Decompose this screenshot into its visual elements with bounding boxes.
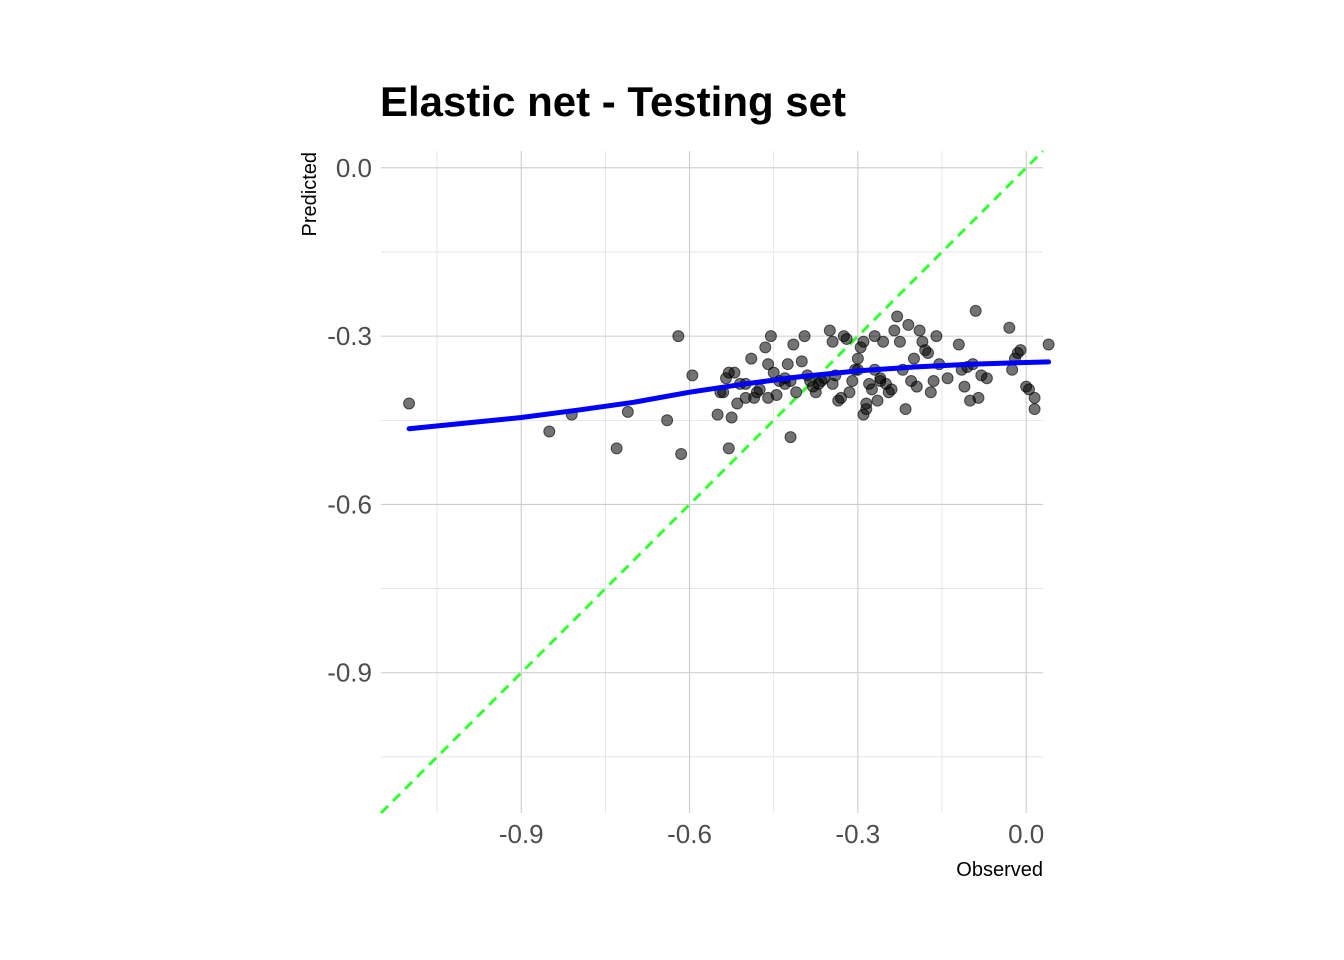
data-point <box>1042 338 1055 351</box>
data-point <box>675 447 688 460</box>
data-point <box>543 425 556 438</box>
data-point <box>843 386 856 399</box>
data-point <box>661 414 674 427</box>
data-point <box>913 324 926 337</box>
x-tick-label: -0.6 <box>667 819 712 849</box>
data-point <box>621 405 634 418</box>
reference-line-layer <box>379 149 1045 815</box>
x-tick-label: 0.0 <box>1008 819 1044 849</box>
data-point <box>745 352 758 365</box>
data-point <box>686 369 699 382</box>
data-point <box>790 386 803 399</box>
data-point <box>762 358 775 371</box>
data-point <box>857 335 870 348</box>
data-point <box>1006 363 1019 376</box>
data-point <box>930 330 943 343</box>
data-point <box>826 377 839 390</box>
y-tick-label: -0.6 <box>327 489 372 519</box>
smooth-fit-line <box>406 359 1052 432</box>
data-point <box>921 346 934 359</box>
data-point <box>1028 403 1041 416</box>
data-point <box>672 330 685 343</box>
data-point <box>891 310 904 323</box>
points-layer <box>403 304 1055 460</box>
x-tick-label: -0.9 <box>499 819 544 849</box>
data-point <box>722 442 735 455</box>
data-point <box>787 338 800 351</box>
data-point <box>910 380 923 393</box>
chart-title: Elastic net - Testing set <box>380 78 846 125</box>
data-point <box>784 431 797 444</box>
data-point <box>958 380 971 393</box>
data-point <box>781 358 794 371</box>
data-point <box>885 383 898 396</box>
data-point <box>826 335 839 348</box>
data-point <box>907 352 920 365</box>
data-point <box>610 442 623 455</box>
data-point <box>846 375 859 388</box>
data-point <box>874 372 887 385</box>
data-point <box>972 391 985 404</box>
data-point <box>835 391 848 404</box>
data-point <box>711 408 724 421</box>
data-point <box>731 397 744 410</box>
y-tick-label: -0.3 <box>327 321 372 351</box>
data-point <box>952 338 965 351</box>
data-point <box>871 394 884 407</box>
y-tick-label: 0.0 <box>336 153 372 183</box>
data-point <box>980 372 993 385</box>
data-point <box>840 332 853 345</box>
y-tick-label: -0.9 <box>327 658 372 688</box>
data-point <box>941 372 954 385</box>
data-point <box>851 352 864 365</box>
data-point <box>860 397 873 410</box>
data-point <box>403 397 416 410</box>
data-point <box>877 335 890 348</box>
data-point <box>899 403 912 416</box>
data-point <box>969 304 982 317</box>
data-point <box>764 330 777 343</box>
data-point <box>888 324 901 337</box>
data-point <box>1028 391 1041 404</box>
data-point <box>823 324 836 337</box>
tick-labels: -0.9 -0.6 -0.3 0.0 0.0 -0.3 -0.6 -0.9 <box>327 153 1044 849</box>
data-point <box>927 375 940 388</box>
x-axis-title: Observed <box>956 859 1043 881</box>
data-point <box>728 366 741 379</box>
smooth-line-layer <box>406 359 1052 432</box>
data-point <box>868 330 881 343</box>
data-point <box>762 391 775 404</box>
data-point <box>1003 321 1016 334</box>
data-point <box>865 383 878 396</box>
data-point <box>1022 383 1035 396</box>
data-point <box>798 330 811 343</box>
data-point <box>753 383 766 396</box>
data-point <box>759 341 772 354</box>
data-point <box>795 355 808 368</box>
data-point <box>1014 344 1027 357</box>
x-tick-label: -0.3 <box>835 819 880 849</box>
data-point <box>725 411 738 424</box>
data-point <box>739 391 752 404</box>
y-axis-title: Predicted <box>299 152 321 237</box>
data-point <box>893 335 906 348</box>
data-point <box>924 386 937 399</box>
data-point <box>902 318 915 331</box>
identity-reference-line <box>379 149 1045 815</box>
